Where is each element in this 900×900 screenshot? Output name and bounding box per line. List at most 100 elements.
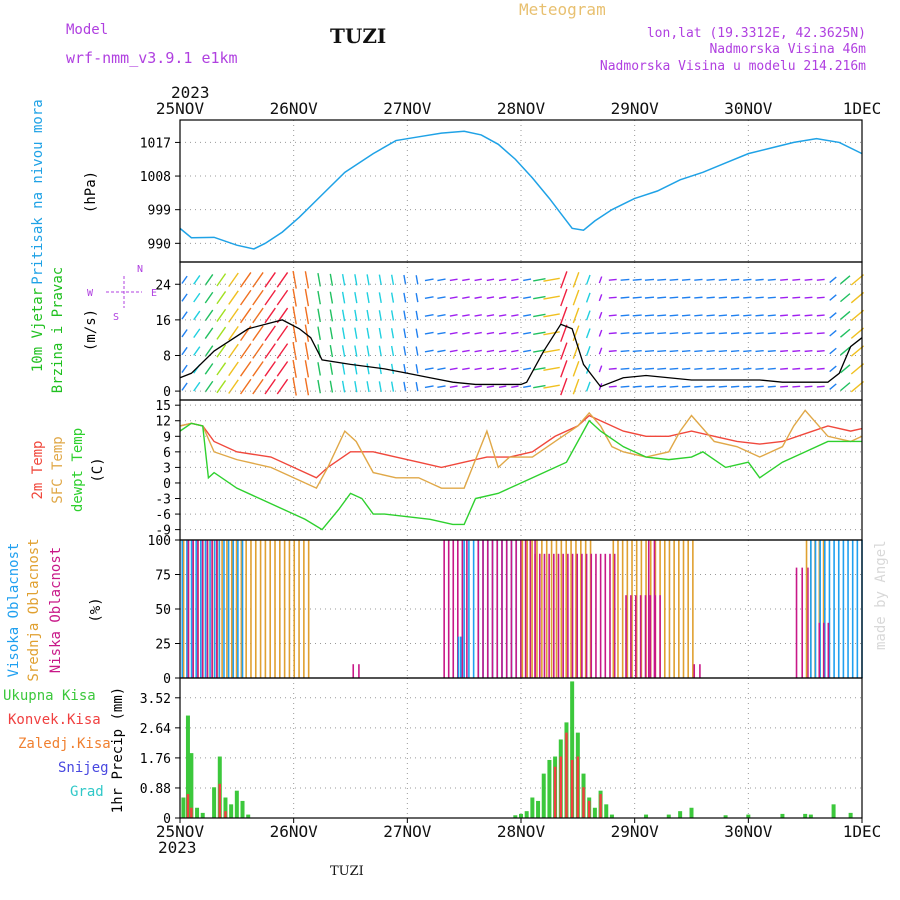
wind-arrow — [840, 310, 851, 320]
wind-arrow — [329, 273, 334, 286]
wind-arrow — [608, 314, 617, 317]
wind-arrow — [572, 289, 580, 306]
cloud-title-3: Niska Oblacnost — [48, 547, 64, 673]
wind-arrow — [486, 331, 495, 335]
wind-arrow — [523, 278, 532, 282]
wind-arrow — [792, 314, 801, 317]
wind-arrow — [816, 296, 825, 299]
temp-title-1: 2m Temp — [30, 440, 46, 499]
pressure-line — [179, 130, 863, 250]
wind-arrow — [644, 385, 655, 388]
y-tick-label: 75 — [155, 569, 171, 584]
wind-arrow — [669, 367, 679, 370]
wind-arrow — [829, 276, 837, 284]
wind-arrow — [193, 346, 201, 356]
wind-arrow — [486, 367, 495, 371]
wind-arrow — [403, 363, 407, 374]
precip-bar-total — [609, 814, 614, 818]
wind-arrow — [755, 296, 764, 299]
wind-arrow — [216, 380, 227, 394]
model-elevation-text: Nadmorska Visina u modelu 214.216m — [600, 59, 866, 74]
wind-arrow — [424, 331, 434, 335]
wind-arrow — [193, 275, 201, 285]
precip-bar-total — [195, 807, 200, 818]
wind-arrow — [390, 292, 395, 303]
wind-arrow — [474, 278, 482, 282]
y-tick-label: 25 — [155, 638, 171, 653]
precip-legend-2: Konvek.Kisa — [8, 712, 101, 728]
y-tick-label: 24 — [155, 278, 171, 293]
wind-arrow — [632, 296, 642, 299]
wind-arrow — [437, 367, 446, 371]
wind-title-1: 10m Vjetar — [30, 288, 46, 372]
wind-arrow — [657, 332, 667, 335]
wind-arrow — [706, 314, 715, 317]
wind-arrow — [792, 385, 801, 388]
x-tick-label-top: 29NOV — [611, 99, 660, 118]
wind-arrow — [657, 314, 667, 317]
y-tick-label: -6 — [155, 508, 171, 523]
wind-arrow — [543, 313, 560, 318]
precip-bar-total — [780, 813, 785, 818]
wind-arrow — [560, 306, 568, 325]
y-tick-label: 0 — [163, 385, 171, 400]
wind-arrow — [449, 367, 458, 371]
precip-bar-total — [246, 814, 251, 818]
x-tick-label-top: 26NOV — [270, 99, 319, 118]
wind-arrow — [498, 367, 507, 371]
wind-arrow — [767, 296, 776, 299]
wind-arrow — [403, 310, 407, 321]
precip-bar-total — [592, 807, 597, 818]
precip-bar-total — [536, 800, 541, 818]
y-tick-label: 16 — [155, 314, 171, 329]
x-tick-label-bottom: 27NOV — [383, 822, 432, 841]
wind-arrow — [533, 331, 546, 335]
precip-bar-total — [689, 807, 694, 818]
wind-arrow — [329, 291, 334, 304]
x-tick-label-bottom: 30NOV — [724, 822, 773, 841]
wind-arrow — [304, 360, 310, 378]
wind-arrow — [644, 349, 655, 353]
wind-speed-line — [179, 319, 863, 388]
precip-bar-convective — [553, 766, 557, 818]
wind-arrow — [216, 362, 227, 376]
y-tick-label: 990 — [148, 237, 171, 252]
y-tick-label: 0 — [163, 477, 171, 492]
wind-arrow — [511, 367, 519, 371]
wind-arrow — [204, 291, 214, 304]
y-tick-label: 1.76 — [140, 752, 171, 767]
temp-line-3 — [179, 419, 862, 531]
wind-arrow — [743, 349, 752, 353]
wind-arrow — [718, 278, 728, 281]
precip-bar-total — [678, 811, 683, 818]
wind-arrow — [620, 296, 630, 299]
precip-legend-4: Snijeg — [58, 760, 109, 776]
wind-arrow — [780, 314, 788, 317]
wind-arrow — [780, 349, 788, 353]
wind-arrow — [390, 381, 395, 392]
wind-arrow — [462, 367, 470, 371]
wind-arrow — [378, 381, 382, 392]
wind-arrow — [317, 273, 321, 287]
x-tick-label-bottom: 29NOV — [611, 822, 660, 841]
wind-arrow — [767, 278, 776, 281]
wind-arrow — [706, 332, 715, 335]
wind-arrow — [560, 342, 568, 360]
wind-arrow — [533, 278, 546, 282]
compass-west: W — [87, 288, 94, 299]
x-tick-label-top: 25NOV — [156, 99, 205, 118]
year-bottom: 2023 — [158, 838, 197, 857]
wind-arrow — [354, 309, 358, 322]
wind-arrow — [543, 295, 560, 300]
wind-arrow — [498, 278, 507, 282]
precip-bar-total — [723, 815, 728, 818]
wind-arrow — [366, 345, 370, 357]
wind-arrow — [239, 307, 252, 324]
precip-bar-convective — [218, 783, 222, 818]
wind-arrow — [840, 382, 851, 392]
wind-arrow — [543, 331, 560, 336]
wind-arrow — [204, 345, 214, 357]
y-tick-label: 0 — [163, 812, 171, 827]
wind-arrow — [292, 306, 297, 325]
wind-arrow — [276, 361, 289, 377]
